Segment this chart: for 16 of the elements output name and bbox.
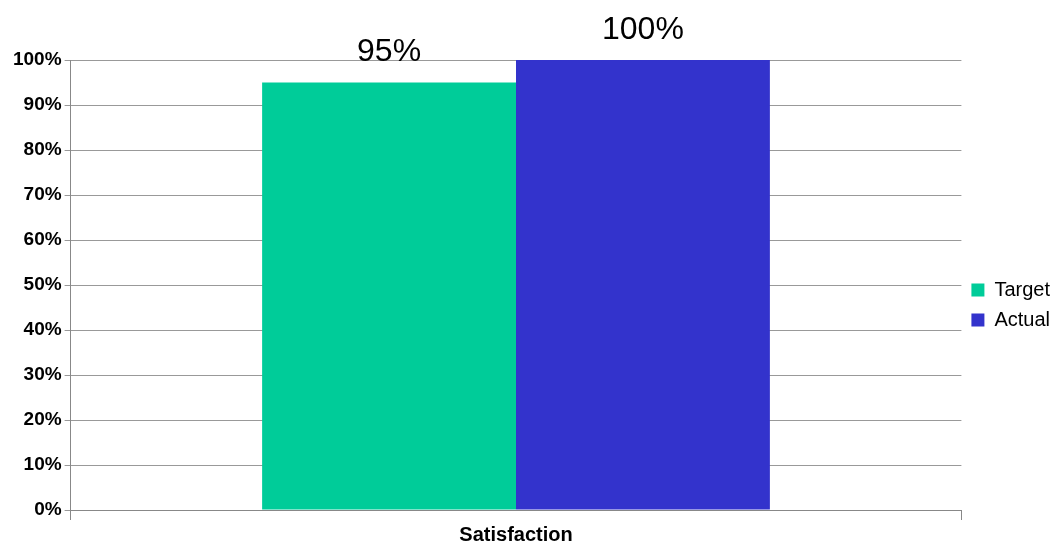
y-tick-label: 30% — [23, 363, 62, 385]
data-label: 95% — [357, 32, 422, 69]
y-tick-label: 90% — [23, 93, 62, 115]
y-tick-label: 50% — [23, 273, 62, 295]
legend-label: Target — [994, 277, 1051, 300]
legend-label: Actual — [994, 307, 1051, 330]
y-tick-label: 20% — [23, 408, 62, 430]
y-tick-label: 100% — [12, 48, 62, 70]
x-tick-label: Satisfaction — [459, 522, 573, 545]
y-tick-label: 80% — [23, 138, 62, 160]
y-tick-label: 10% — [23, 453, 62, 475]
data-label: 100% — [602, 9, 684, 46]
y-tick-label: 40% — [23, 318, 62, 340]
y-tick-label: 0% — [34, 498, 62, 520]
y-tick-label: 60% — [23, 228, 62, 250]
y-tick-label: 70% — [23, 183, 62, 205]
